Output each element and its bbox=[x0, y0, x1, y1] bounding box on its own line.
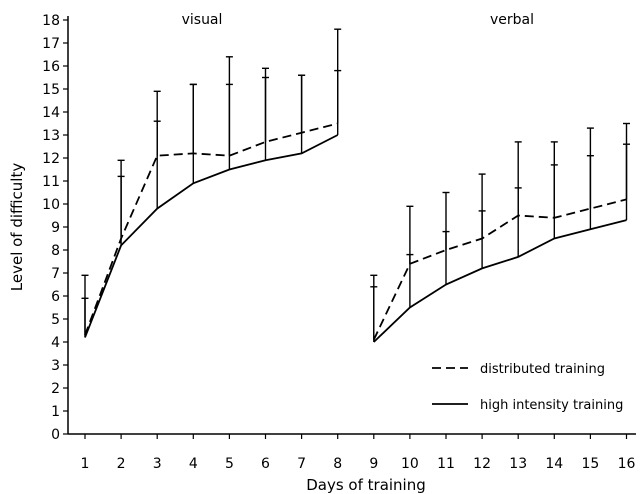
panel-title-visual: visual bbox=[182, 12, 223, 28]
panel-titles: visual verbal bbox=[182, 12, 534, 28]
x-axis-title: Days of training bbox=[306, 476, 426, 494]
y-tick-label: 4 bbox=[51, 335, 60, 351]
y-tick-label: 6 bbox=[51, 289, 60, 305]
y-tick-label: 0 bbox=[51, 427, 60, 443]
series-layer bbox=[81, 28, 630, 343]
x-tick-label: 3 bbox=[153, 456, 162, 472]
y-tick-label: 5 bbox=[51, 312, 60, 328]
series-line-distributed-verbal bbox=[372, 198, 627, 341]
legend-label: high intensity training bbox=[480, 398, 623, 413]
x-tick-label: 14 bbox=[545, 456, 563, 472]
series-line-high-intensity-visual bbox=[84, 134, 339, 338]
axes bbox=[67, 16, 636, 435]
y-tick-label: 11 bbox=[42, 174, 60, 190]
x-tick-label: 5 bbox=[225, 456, 234, 472]
x-tick-label: 1 bbox=[81, 456, 90, 472]
x-tick-label: 7 bbox=[297, 456, 306, 472]
x-tick-label: 15 bbox=[581, 456, 599, 472]
legend-label: distributed training bbox=[480, 362, 605, 377]
x-tick-label: 6 bbox=[261, 456, 270, 472]
y-tick-label: 2 bbox=[51, 381, 60, 397]
y-tick-label: 18 bbox=[42, 13, 60, 29]
y-tick-label: 7 bbox=[51, 266, 60, 282]
y-tick-label: 12 bbox=[42, 151, 60, 167]
y-tick-label: 1 bbox=[51, 404, 60, 420]
y-tick-label: 9 bbox=[51, 220, 60, 236]
x-tick-label: 13 bbox=[509, 456, 527, 472]
y-tick-label: 16 bbox=[42, 59, 60, 75]
legend: distributed training high intensity train… bbox=[432, 362, 623, 413]
panel-title-verbal: verbal bbox=[490, 12, 534, 28]
x-tick-label: 11 bbox=[437, 456, 455, 472]
x-tick-label: 10 bbox=[401, 456, 419, 472]
y-tick-label: 13 bbox=[42, 128, 60, 144]
y-tick-label: 10 bbox=[42, 197, 60, 213]
y-tick-label: 15 bbox=[42, 82, 60, 98]
y-tick-label: 17 bbox=[42, 36, 60, 52]
y-tick-label: 14 bbox=[42, 105, 60, 121]
y-tick-label: 8 bbox=[51, 243, 60, 259]
x-tick-label: 12 bbox=[473, 456, 491, 472]
y-axis-title: Level of difficulty bbox=[8, 163, 26, 292]
y-tick-label: 3 bbox=[51, 358, 60, 374]
x-tick-label: 2 bbox=[117, 456, 126, 472]
series-line-distributed-visual bbox=[84, 122, 338, 336]
x-tick-label: 8 bbox=[333, 456, 342, 472]
x-tick-label: 9 bbox=[369, 456, 378, 472]
series-line-high-intensity-verbal bbox=[373, 219, 627, 343]
x-tick-label: 16 bbox=[618, 456, 636, 472]
x-tick-label: 4 bbox=[189, 456, 198, 472]
